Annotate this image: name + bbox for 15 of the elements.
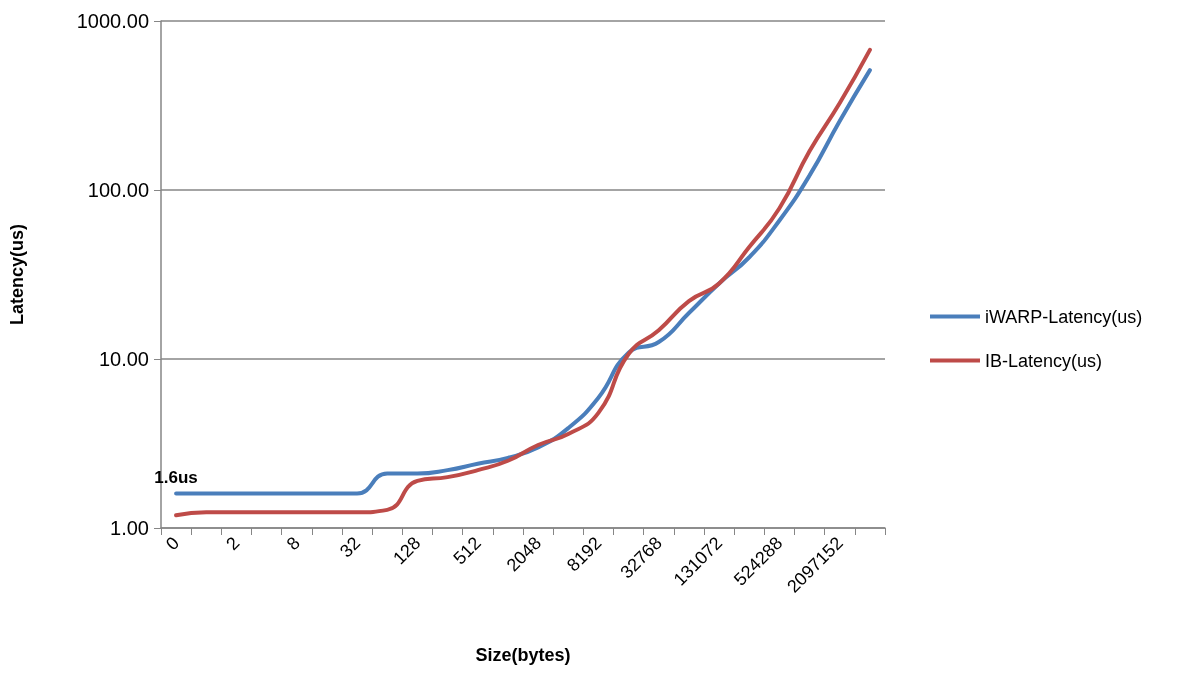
x-tick-label: 512 [449,532,485,569]
legend-label: IB-Latency(us) [985,350,1103,371]
x-tick-label: 0 [161,532,184,555]
y-tick-label: 100.00 [87,179,149,201]
x-tick-label: 128 [389,532,425,569]
x-axis-title: Size(bytes) [475,645,571,665]
annotation: 1.6us [154,467,198,487]
y-tick-label: 1.00 [110,517,149,539]
x-tick-label: 8 [282,532,304,555]
x-tick-label: 32 [335,532,365,562]
y-tick-label: 10.00 [98,348,149,370]
x-tick-label: 2 [222,532,244,555]
y-axis-title: Latency(us) [7,223,27,326]
legend-label: iWARP-Latency(us) [985,306,1143,327]
y-tick-label: 1000.00 [76,10,149,32]
